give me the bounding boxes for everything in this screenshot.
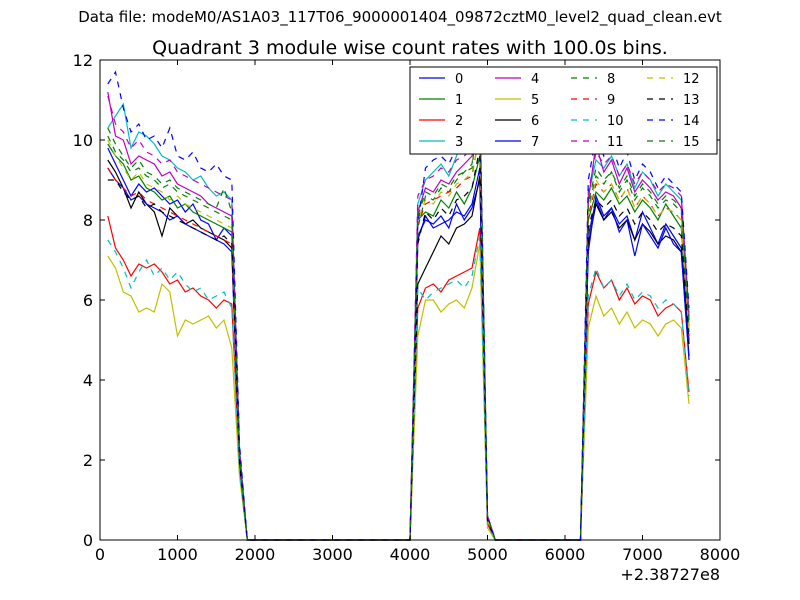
legend-label-7: 7: [531, 135, 539, 150]
legend-label-6: 6: [531, 114, 539, 129]
legend-label-12: 12: [683, 72, 700, 87]
legend-label-4: 4: [531, 72, 539, 87]
series-line-11: [107, 95, 690, 541]
figure-suptitle: Data file: modeM0/AS1A03_117T06_90000014…: [78, 8, 722, 26]
y-tick-label: 10: [73, 131, 93, 150]
chart-title: Quadrant 3 module wise count rates with …: [152, 37, 668, 59]
x-tick-label: 7000: [622, 545, 663, 564]
legend-label-8: 8: [607, 72, 615, 87]
x-tick-label: 0: [95, 545, 105, 564]
x-tick-label: 4000: [390, 545, 431, 564]
y-tick-label: 0: [83, 531, 93, 550]
legend-label-11: 11: [607, 135, 624, 150]
x-tick-label: 3000: [312, 545, 353, 564]
y-tick-label: 6: [83, 291, 93, 310]
x-offset-label: +2.38727e8: [620, 565, 720, 584]
x-tick-label: 1000: [157, 545, 198, 564]
legend-box: [409, 66, 718, 155]
legend-label-5: 5: [531, 93, 539, 108]
legend-label-9: 9: [607, 93, 615, 108]
y-tick-label: 12: [73, 51, 93, 70]
legend-label-0: 0: [455, 72, 463, 87]
legend-label-14: 14: [683, 114, 700, 129]
x-tick-label: 6000: [545, 545, 586, 564]
y-tick-label: 4: [83, 371, 93, 390]
tick-layer: 0 1000 2000 3000 4000 5000 6000 7000 80000246810…: [73, 51, 741, 564]
series-line-15: [107, 95, 690, 541]
x-tick-label: 8000: [700, 545, 741, 564]
legend-label-2: 2: [455, 114, 463, 129]
x-tick-label: 5000: [467, 545, 508, 564]
legend-label-13: 13: [683, 93, 700, 108]
legend-label-1: 1: [455, 93, 463, 108]
series-line-10: [107, 235, 690, 541]
legend-label-15: 15: [683, 135, 700, 150]
x-tick-label: 2000: [235, 545, 276, 564]
y-tick-label: 2: [83, 451, 93, 470]
y-tick-label: 8: [83, 211, 93, 230]
legend-label-10: 10: [607, 114, 624, 129]
legend-label-3: 3: [455, 135, 463, 150]
